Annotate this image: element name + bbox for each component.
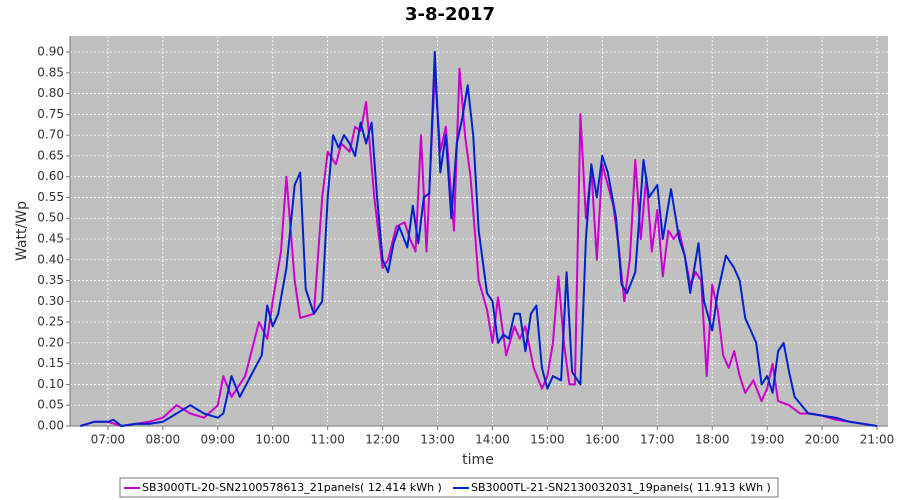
y-tick-label: 0.80: [37, 86, 64, 100]
y-tick-label: 0.70: [37, 128, 64, 142]
x-tick-label: 09:00: [200, 433, 235, 447]
x-tick-label: 21:00: [860, 433, 895, 447]
y-tick-label: 0.60: [37, 169, 64, 183]
x-tick-label: 17:00: [640, 433, 675, 447]
y-tick-label: 0.75: [37, 107, 64, 121]
y-axis-label: Watt/Wp: [14, 201, 30, 261]
y-tick-label: 0.00: [37, 419, 64, 433]
x-tick-label: 16:00: [585, 433, 620, 447]
legend-label: SB3000TL-20-SN2100578613_21panels( 12.41…: [142, 481, 442, 494]
y-tick-label: 0.40: [37, 252, 64, 266]
x-tick-label: 14:00: [475, 433, 510, 447]
x-tick-label: 18:00: [695, 433, 730, 447]
y-tick-label: 0.65: [37, 148, 64, 162]
y-tick-label: 0.55: [37, 190, 64, 204]
x-tick-label: 20:00: [805, 433, 840, 447]
y-tick-label: 0.45: [37, 231, 64, 245]
y-tick-label: 0.15: [37, 356, 64, 370]
legend: [119, 477, 779, 498]
x-tick-label: 08:00: [146, 433, 181, 447]
x-tick-label: 11:00: [310, 433, 345, 447]
x-tick-label: 07:00: [91, 433, 126, 447]
x-tick-label: 19:00: [750, 433, 785, 447]
x-axis-label: time: [462, 452, 494, 468]
x-tick-label: 10:00: [255, 433, 290, 447]
y-tick-label: 0.25: [37, 315, 64, 329]
y-tick-label: 0.50: [37, 211, 64, 225]
chart-title: 3-8-2017: [405, 4, 495, 25]
series-line: [80, 51, 878, 427]
y-tick-label: 0.90: [37, 44, 64, 58]
y-tick-label: 0.05: [37, 398, 64, 412]
x-tick-label: 13:00: [420, 433, 455, 447]
legend-label: SB3000TL-21-SN2130032031_19panels( 11.91…: [471, 481, 771, 494]
y-tick-label: 0.35: [37, 273, 64, 287]
y-tick-label: 0.85: [37, 65, 64, 79]
x-tick-label: 15:00: [530, 433, 565, 447]
y-tick-label: 0.30: [37, 294, 64, 308]
y-tick-label: 0.10: [37, 377, 64, 391]
x-tick-label: 12:00: [365, 433, 400, 447]
y-tick-label: 0.20: [37, 335, 64, 349]
